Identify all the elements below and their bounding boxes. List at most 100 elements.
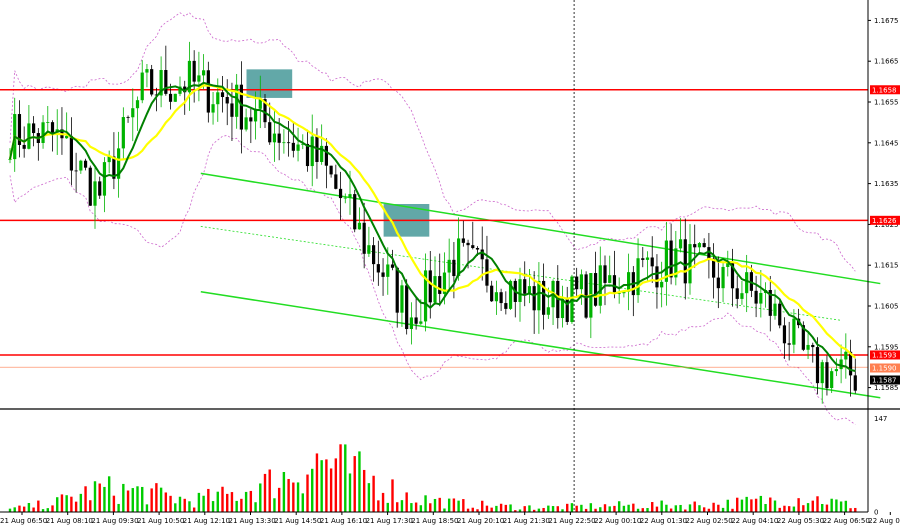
volume-bar [811,500,814,512]
candle-body [310,136,314,167]
volume-bar [405,492,408,512]
volume-bar [669,508,673,512]
volume-bar [759,495,763,512]
volume-bar [32,507,35,512]
candle-body [305,143,310,167]
candle-body [107,156,111,163]
candle-body [608,275,612,283]
channel-upper-line [200,172,881,285]
candle-body [461,238,465,243]
time-tick-label: 22 Aug 04:10 [731,517,778,525]
volume-bar [745,496,748,512]
volume-bar [183,498,186,512]
candle-body [74,170,78,172]
candle-body [806,344,810,350]
volume-bar [471,507,474,512]
volume-bar [353,456,356,512]
candle-body [674,248,678,278]
volume-bar [646,508,649,512]
volume-bar [174,503,177,512]
volume-bar [117,503,120,512]
volume-bar [287,478,290,512]
volume-bar [311,468,314,512]
time-tick-label: 21 Aug 10:50 [137,517,184,525]
channel-lower-line [200,290,881,399]
volume-bar [263,473,267,512]
price-tag-box [870,375,900,385]
volume-bar [698,505,701,512]
candle-body [490,285,494,302]
price-tick-label: 1.1645 [874,139,899,147]
candle-body [390,264,395,268]
candle-body [334,174,338,189]
candle-body [848,351,853,376]
candle-body [494,292,498,302]
candle-body [168,93,173,102]
volume-bar [490,507,493,512]
candle-body [93,181,97,206]
volume-bar [679,504,682,512]
candle-body [362,222,366,254]
volume-bar [476,509,479,512]
candle-body [707,247,711,259]
bollinger-lower-line [9,134,856,425]
volume-bar [37,500,40,512]
volume-bar [750,499,753,512]
volume-bar [159,487,163,512]
price-tag-label: 1.1590 [872,365,897,373]
candle-body [159,70,163,96]
volume-tick-label: 0 [874,509,878,517]
candle-body [409,317,413,330]
candle-body [173,93,177,102]
volume-bar [339,444,342,512]
candle-body [565,299,569,322]
candle-body [367,245,371,254]
volume-bar [329,468,333,512]
candle-body [17,114,22,145]
price-tick-label: 1.1605 [874,303,899,311]
volume-bar [570,503,574,512]
candle-body [178,86,182,94]
volume-bar [589,503,593,512]
candle-body [768,290,772,316]
candle-body [338,188,343,199]
candle-body [202,70,206,76]
volume-bar [122,483,125,512]
candle-body [650,257,654,267]
volume-bar [566,503,569,512]
candle-body [560,299,565,319]
volume-bar [70,496,73,512]
candle-body [423,270,428,322]
time-tick-label: 22 Aug 05:30 [777,517,824,525]
volume-bar [254,502,257,512]
time-tick-label: 22 Aug 02:50 [686,517,733,525]
bollinger-upper-line [9,12,856,272]
candle-body [579,274,583,290]
volume-bar [603,504,607,512]
candle-body [721,266,725,289]
volume-bar [443,508,446,512]
volume-bar [27,502,31,512]
volume-bar [348,473,352,512]
candle-body [457,238,461,277]
volume-bar [599,507,602,512]
candle-body [79,160,83,171]
candle-body [301,143,305,145]
volume-bar [485,505,489,512]
candle-body [343,197,347,199]
volume-bar [136,486,139,512]
price-tick-label: 1.1655 [874,99,899,107]
volume-bar [207,488,210,512]
candle-body [593,273,598,306]
time-tick-label: 22 Aug 06:50 [823,517,870,525]
volume-bar [466,508,470,512]
volume-bar [377,500,380,512]
time-tick-label: 21 Aug 16:10 [320,517,367,525]
volume-bar [641,508,644,512]
candle-body [296,144,300,151]
fast-ma-line [9,81,856,372]
volume-bar [594,508,597,512]
volume-bar [145,504,149,512]
